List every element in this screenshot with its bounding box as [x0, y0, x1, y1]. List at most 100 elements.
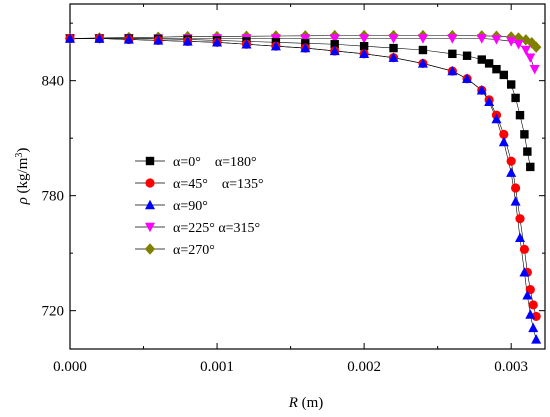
x-axis-title: R (m)	[288, 395, 324, 411]
data-point-triangle-up	[447, 65, 458, 76]
y-axis-unit-prefix: (kg/m	[15, 157, 31, 193]
data-point-triangle-up	[212, 37, 223, 47]
data-point-square	[389, 43, 398, 53]
data-point-triangle-up	[329, 45, 340, 56]
data-point-triangle-up	[525, 309, 536, 319]
data-point-square	[511, 93, 520, 103]
y-tick-label: 840	[42, 74, 65, 90]
data-point-square	[506, 80, 516, 89]
x-tick-label: 0.001	[200, 359, 234, 375]
data-point-diamond	[526, 37, 537, 49]
data-point-triangle-down	[513, 40, 524, 50]
data-point-square	[526, 162, 535, 172]
data-point-triangle-down	[491, 35, 502, 45]
data-point-triangle-down	[300, 34, 311, 44]
data-point-triangle-up	[94, 33, 105, 43]
y-tick-label: 720	[42, 304, 65, 320]
data-point-square	[448, 49, 457, 59]
data-point-square	[359, 41, 369, 51]
series-line	[70, 38, 537, 340]
data-point-circle	[499, 129, 509, 139]
data-point-square	[462, 51, 472, 60]
data-point-triangle-down	[506, 37, 517, 47]
y-tick-label: 780	[42, 189, 65, 205]
data-point-triangle-up	[241, 39, 252, 49]
y-axis: 720 780 840	[42, 22, 545, 320]
data-point-triangle-up	[515, 232, 525, 243]
plot-frame	[69, 3, 546, 350]
data-point-circle	[531, 311, 541, 322]
data-point-triangle-up	[519, 267, 530, 277]
series-points	[64, 29, 542, 344]
legend-label: α=90°	[173, 199, 208, 214]
data-point-triangle-down	[476, 34, 487, 44]
legend-label: α=0° α=180°	[173, 155, 257, 170]
data-point-diamond	[530, 41, 542, 53]
data-point-triangle-down	[329, 34, 340, 44]
data-point-diamond	[520, 34, 532, 46]
data-point-square	[418, 45, 428, 55]
legend-marker-triangle-up	[145, 199, 155, 210]
data-point-triangle-up	[359, 48, 370, 59]
x-tick-label: 0.003	[494, 359, 528, 375]
data-point-triangle-down	[417, 34, 428, 44]
data-point-triangle-up	[388, 52, 399, 62]
data-point-triangle-up	[417, 58, 428, 68]
x-tick-label: 0.000	[53, 359, 87, 375]
legend-marker-circle	[145, 178, 155, 188]
data-point-square	[330, 40, 339, 49]
data-point-triangle-up	[462, 73, 473, 83]
x-axis: 0.000 0.001 0.002 0.003	[53, 4, 528, 375]
y-axis-unit-exp: 3	[14, 153, 25, 158]
data-point-triangle-up	[498, 136, 509, 147]
data-point-square	[520, 130, 529, 139]
y-axis-unit-suffix: )	[15, 148, 31, 153]
legend: α=0° α=180° α=45° α=135° α=90° α=225° α=315…	[135, 155, 264, 258]
data-point-triangle-up	[510, 196, 521, 206]
x-axis-symbol: R	[288, 395, 298, 411]
data-point-circle	[519, 244, 530, 254]
data-point-triangle-up	[491, 113, 502, 124]
data-point-triangle-up	[270, 40, 281, 51]
data-point-triangle-down	[529, 64, 540, 75]
data-point-triangle-down	[520, 45, 531, 56]
data-point-square	[492, 64, 501, 74]
y-axis-symbol: ρ	[15, 197, 31, 205]
legend-label: α=270°	[173, 243, 215, 258]
data-point-triangle-up	[484, 96, 495, 106]
data-point-triangle-up	[506, 167, 517, 177]
data-point-triangle-down	[525, 53, 536, 63]
data-point-triangle-up	[522, 290, 533, 300]
data-point-circle	[528, 300, 538, 310]
x-tick-label: 0.002	[347, 359, 381, 375]
data-point-square	[523, 147, 532, 156]
data-point-triangle-up	[531, 334, 542, 344]
legend-label: α=225° α=315°	[173, 221, 260, 236]
data-point-triangle-up	[65, 33, 75, 43]
data-point-triangle-up	[476, 85, 487, 95]
data-point-triangle-down	[359, 34, 370, 44]
y-axis-title: ρ (kg/m3)	[14, 148, 32, 206]
data-point-triangle-up	[153, 35, 164, 45]
data-point-square	[484, 59, 494, 68]
data-point-triangle-up	[528, 322, 539, 333]
data-point-triangle-down	[447, 34, 458, 44]
legend-marker-triangle-down	[145, 222, 155, 233]
series-line	[70, 38, 531, 167]
data-point-square	[477, 55, 486, 64]
x-axis-unit: (m)	[302, 395, 324, 411]
legend-label: α=45° α=135°	[173, 177, 264, 192]
legend-marker-diamond	[144, 243, 156, 255]
data-point-triangle-down	[388, 34, 399, 44]
data-point-circle	[510, 183, 521, 193]
data-point-triangle-up	[300, 42, 311, 53]
data-point-triangle-up	[182, 36, 193, 46]
plot-border	[69, 3, 546, 350]
legend-marker-square	[145, 156, 155, 166]
data-point-circle	[515, 214, 525, 224]
data-point-square	[499, 70, 509, 80]
data-point-triangle-up	[123, 34, 134, 44]
data-point-circle	[506, 156, 516, 166]
